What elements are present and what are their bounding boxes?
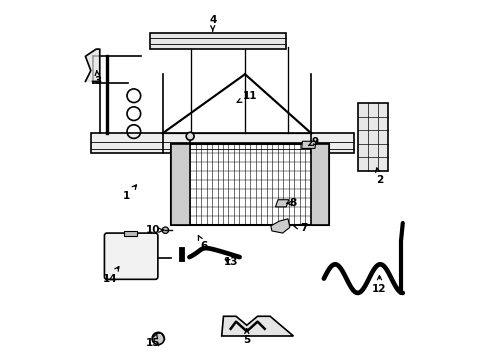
Polygon shape [275,200,289,207]
Text: 5: 5 [243,329,250,345]
Bar [172,144,329,225]
Text: 11: 11 [237,91,258,102]
Text: 3: 3 [95,71,101,86]
Polygon shape [85,49,100,81]
Text: 10: 10 [147,225,164,235]
Text: 1: 1 [123,185,136,201]
Circle shape [152,332,164,345]
Text: 9: 9 [308,138,318,147]
Text: 7: 7 [294,224,308,233]
FancyBboxPatch shape [104,233,158,279]
Circle shape [162,227,169,233]
Text: 8: 8 [287,198,297,208]
Bar [311,144,329,225]
Polygon shape [271,219,290,233]
Bar [124,230,137,235]
Text: 4: 4 [209,15,217,31]
Text: 12: 12 [372,276,387,294]
Bar [172,144,190,225]
Text: 14: 14 [103,267,119,284]
Bar [358,103,389,171]
Bar [91,134,354,153]
Polygon shape [302,141,316,148]
Circle shape [186,132,194,140]
Text: 2: 2 [376,168,383,185]
Polygon shape [221,316,294,336]
Text: 15: 15 [147,333,161,348]
Bar [150,33,286,49]
Text: 6: 6 [198,235,207,251]
Text: 13: 13 [223,257,238,267]
